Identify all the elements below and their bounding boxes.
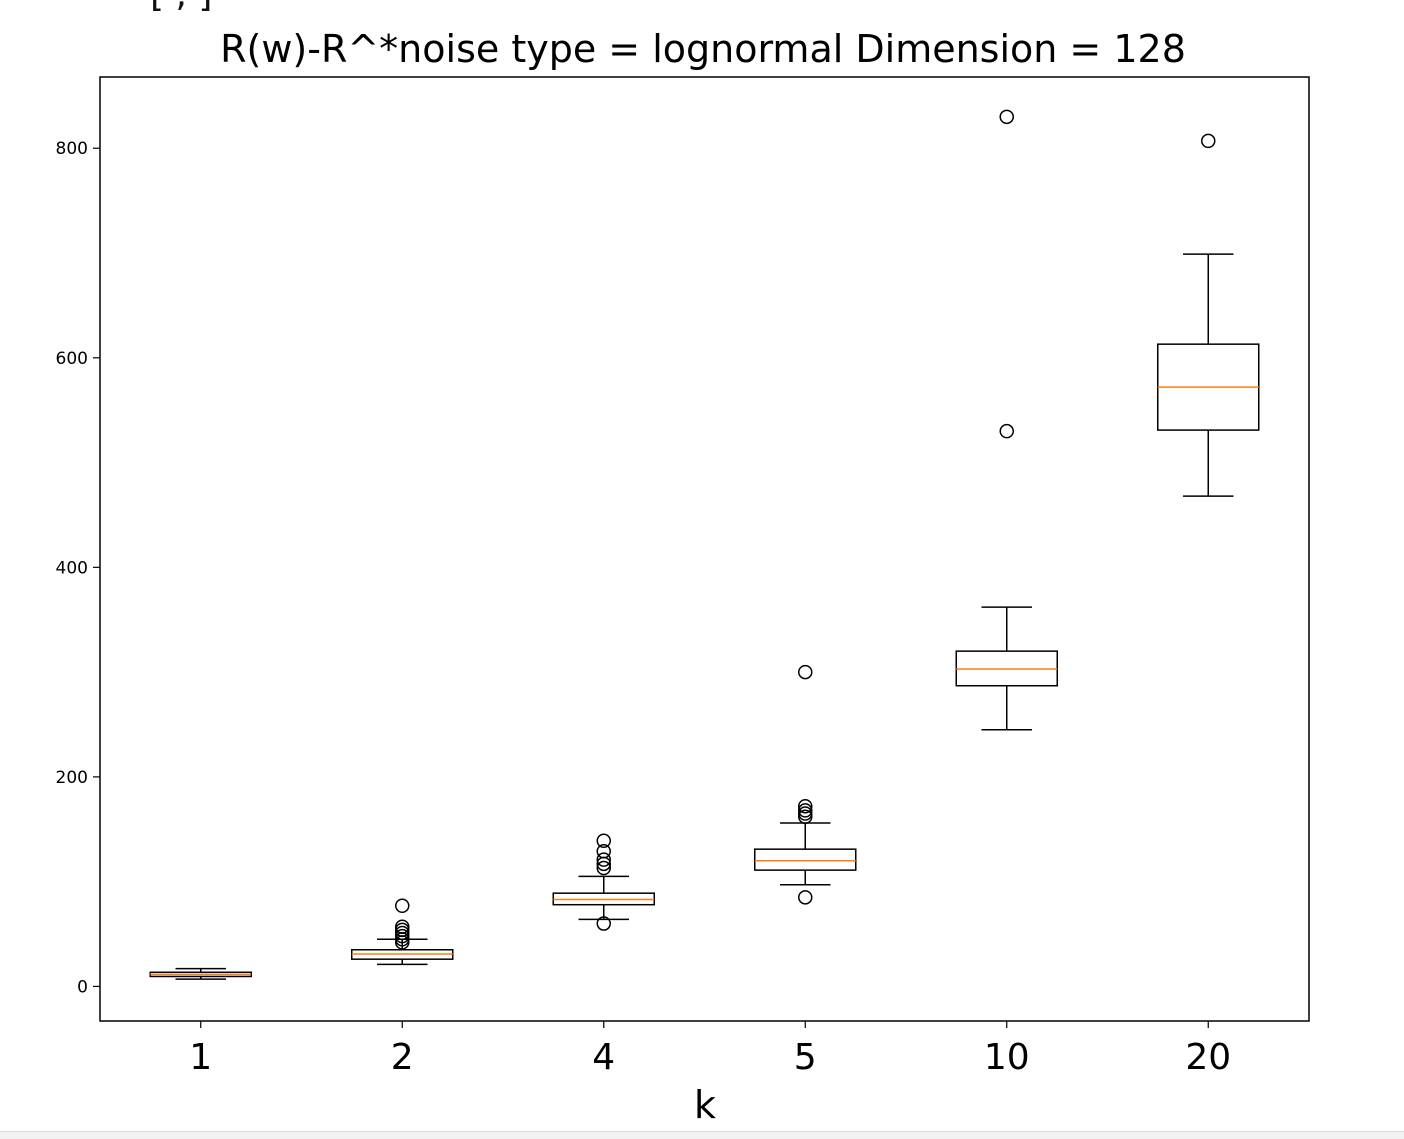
x-tick-label: 5 <box>794 1037 817 1078</box>
box-4 <box>552 833 655 931</box>
outlier-point <box>999 423 1014 439</box>
outlier-point <box>395 898 410 914</box>
y-tick-label: 400 <box>56 558 88 578</box>
boxes-group <box>149 109 1260 980</box>
outlier-point <box>596 844 611 859</box>
x-axis-label: k <box>694 1083 716 1127</box>
plot-area <box>99 76 1310 1022</box>
x-tick-label: 4 <box>592 1037 615 1078</box>
cell-footer-bar <box>0 1131 1404 1139</box>
x-tick-label: 20 <box>1185 1037 1231 1078</box>
outlier-point <box>596 852 611 867</box>
x-tick-label: 1 <box>189 1037 212 1078</box>
box-20 <box>1157 133 1260 497</box>
y-tick-label: 800 <box>56 139 88 159</box>
clipped-header-text: [ , ] <box>150 0 212 15</box>
outlier-point <box>1201 133 1216 149</box>
y-tick-label: 200 <box>56 768 88 788</box>
outlier-point <box>798 803 813 818</box>
outlier-point <box>999 109 1014 125</box>
outlier-point <box>596 833 611 849</box>
y-tick-label: 0 <box>77 977 88 997</box>
x-axis: 1 2 4 5 10 20 <box>189 1021 1231 1078</box>
box-10 <box>955 109 1058 731</box>
outlier-point <box>596 916 611 931</box>
outlier-point <box>798 890 813 905</box>
outlier-point <box>395 919 410 934</box>
y-axis: 0 200 400 600 800 <box>56 139 100 997</box>
outlier-point <box>798 798 813 814</box>
box-5 <box>754 664 857 905</box>
x-tick-label: 2 <box>391 1037 414 1078</box>
chart-title: R(w)-R^*noise type = lognormal Dimension… <box>220 27 1186 71</box>
outlier-point <box>798 664 813 680</box>
y-tick-label: 600 <box>56 349 88 369</box>
outlier-point <box>596 860 611 876</box>
box-1 <box>149 967 252 980</box>
box-2 <box>351 898 454 966</box>
x-tick-label: 10 <box>984 1037 1030 1078</box>
iqr-box <box>754 848 857 871</box>
